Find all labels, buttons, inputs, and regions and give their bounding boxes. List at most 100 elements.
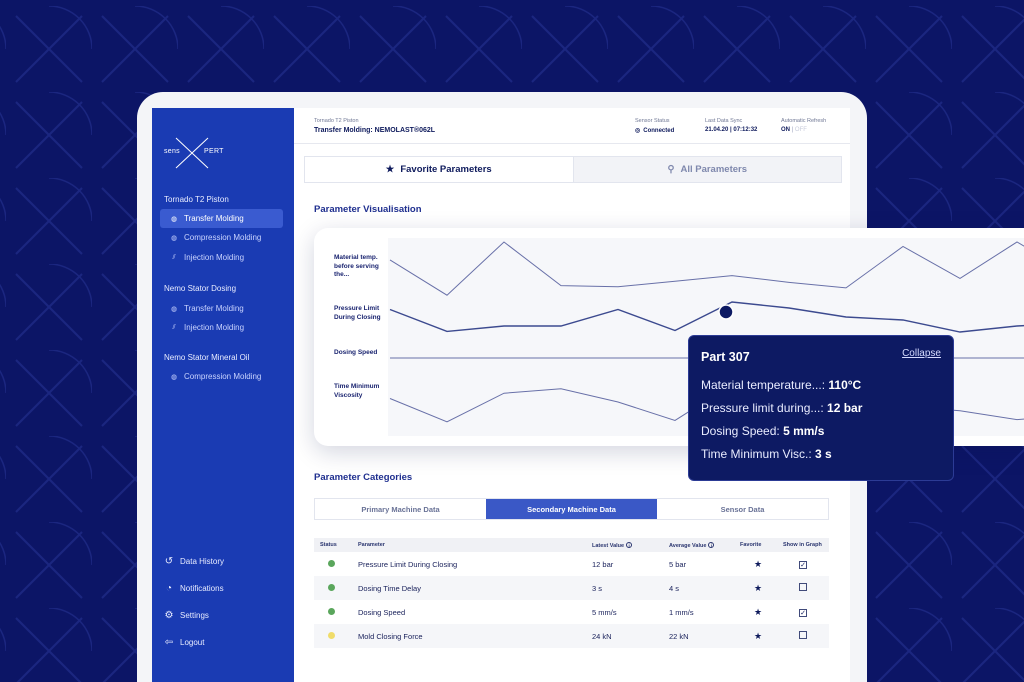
injection-icon: ⫽: [172, 253, 176, 261]
sidebar-group-title: Nemo Stator Dosing: [164, 284, 237, 293]
parameter-tabs: ★ Favorite Parameters ⚲ All Parameters: [304, 156, 842, 183]
series-label: Material temp. before serving the...: [334, 254, 379, 278]
info-icon[interactable]: i: [708, 541, 715, 548]
sidebar-item-injection-molding[interactable]: ⫽ Injection Molding: [160, 248, 283, 267]
molding-icon: ◍: [170, 373, 178, 381]
show-in-graph-cell: ✓: [777, 600, 829, 624]
status-dot: [328, 607, 335, 615]
visualisation-heading: Parameter Visualisation: [314, 204, 422, 215]
column-header: Status: [314, 538, 352, 552]
last-sync-label: Last Data Sync: [705, 118, 743, 124]
logo: sens PERT: [164, 136, 224, 170]
sidebar-item-compression-molding[interactable]: ◍ Compression Molding: [160, 367, 283, 386]
sidebar-item-transfer-molding[interactable]: ◍ Transfer Molding: [160, 209, 283, 228]
sidebar-item-compression-molding[interactable]: ◍ Compression Molding: [160, 228, 283, 247]
sidebar-bottom-label: Data History: [180, 557, 225, 566]
table-row[interactable]: Dosing Speed 5 mm/s 1 mm/s ★ ✓: [314, 600, 829, 624]
series-label: Pressure Limit During Closing: [334, 305, 381, 321]
gear-icon: ⚙: [164, 610, 174, 621]
logo-text-right: PERT: [204, 148, 224, 155]
tab-sensor-data[interactable]: Sensor Data: [720, 504, 765, 514]
sensor-status: ◎ Connected: [635, 127, 675, 135]
tooltip-row-value: 5 mm/s: [783, 424, 825, 438]
sidebar-notifications[interactable]: ◔ Notifications: [164, 583, 224, 594]
column-header-label: Average Value: [669, 542, 707, 549]
info-icon[interactable]: i: [626, 541, 633, 548]
status-dot: [328, 559, 335, 567]
latest-value: 5 mm/s: [592, 607, 617, 617]
favorite-cell: ★: [734, 600, 777, 624]
sidebar-item-injection-molding[interactable]: ⫽ Injection Molding: [160, 318, 283, 337]
status-cell: [314, 576, 352, 600]
last-sync-value: 21.04.20 | 07:12:32: [705, 127, 758, 133]
page-title: Transfer Molding: NEMOLAST®062L: [314, 127, 436, 134]
sidebar-settings[interactable]: ⚙ Settings: [164, 610, 209, 621]
series-label: Time Minimum Viscosity: [334, 383, 380, 399]
tooltip-row-label: Time Minimum Visc.:: [701, 447, 816, 461]
sliders-icon: ⚲: [667, 164, 675, 175]
tab-favorite-parameters[interactable]: ★ Favorite Parameters: [305, 157, 573, 182]
categories-heading: Parameter Categories: [314, 472, 413, 483]
status-dot: [328, 631, 335, 639]
table-row[interactable]: Pressure Limit During Closing 12 bar 5 bar…: [314, 552, 829, 576]
column-header: Favorite: [734, 538, 777, 552]
bell-icon: ◔: [165, 583, 173, 594]
series-line: [389, 301, 1024, 333]
sidebar-bottom-label: Settings: [180, 611, 209, 620]
logo-text-left: sens: [164, 148, 180, 155]
tab-all-parameters[interactable]: ⚲ All Parameters: [572, 157, 841, 182]
sidebar-data-history[interactable]: ↺ Data History: [164, 556, 224, 567]
parameter-table: Status Parameter Latest Value i Average V…: [314, 538, 829, 648]
tooltip-row: Dosing Speed: 5 mm/s: [701, 424, 824, 438]
average-value: 22 kN: [663, 624, 734, 648]
auto-refresh-toggle[interactable]: ON | OFF: [781, 127, 807, 133]
sidebar-item-label: Transfer Molding: [184, 214, 244, 223]
star-icon[interactable]: ★: [754, 558, 763, 569]
collapse-link[interactable]: Collapse: [902, 348, 941, 359]
tab-primary-machine-data[interactable]: Primary Machine Data: [361, 504, 440, 514]
tooltip-row-value: 12 bar: [827, 401, 863, 415]
tooltip-row-label: Pressure limit during...:: [701, 401, 828, 415]
auto-refresh-separator: |: [791, 127, 794, 133]
sidebar-item-label: Injection Molding: [184, 323, 245, 332]
status-cell: [314, 624, 352, 648]
part-tooltip: Part 307 Collapse Material temperature..…: [688, 335, 954, 481]
average-value: 4 s: [663, 576, 734, 600]
latest-value: 12 bar: [592, 559, 614, 569]
star-icon[interactable]: ★: [754, 630, 763, 641]
sidebar-bottom-label: Logout: [180, 638, 205, 647]
column-header: Show in Graph: [777, 538, 829, 552]
history-icon: ↺: [164, 556, 174, 567]
molding-icon: ◍: [170, 305, 178, 313]
sidebar-logout[interactable]: ⇦ Logout: [164, 637, 205, 648]
tab-secondary-machine-data[interactable]: Secondary Machine Data: [486, 499, 657, 519]
status-cell: [314, 552, 352, 576]
series-label: Dosing Speed: [334, 349, 378, 356]
show-in-graph-checkbox[interactable]: ✓: [799, 560, 807, 569]
sensor-status-value: Connected: [643, 127, 675, 134]
table-row[interactable]: Mold Closing Force 24 kN 22 kN ★: [314, 624, 829, 648]
star-icon[interactable]: ★: [754, 582, 763, 593]
sidebar-item-transfer-molding[interactable]: ◍ Transfer Molding: [160, 299, 283, 318]
favorite-cell: ★: [734, 552, 777, 576]
tooltip-row: Time Minimum Visc.: 3 s: [701, 447, 832, 461]
show-in-graph-checkbox[interactable]: [799, 631, 807, 639]
table-header-row: Status Parameter Latest Value i Average V…: [314, 538, 829, 552]
star-icon[interactable]: ★: [754, 606, 763, 617]
series-line: [389, 241, 1024, 296]
average-value: 5 bar: [669, 559, 687, 569]
tooltip-row-label: Material temperature...:: [701, 378, 829, 392]
tab-label: All Parameters: [680, 164, 747, 175]
show-in-graph-checkbox[interactable]: [799, 583, 807, 591]
sidebar: sens PERT Tornado T2 Piston ◍ Transfer M…: [152, 108, 294, 682]
show-in-graph-cell: ✓: [777, 552, 829, 576]
highlight-point[interactable]: [718, 304, 734, 320]
column-header: Parameter: [352, 538, 586, 552]
logout-icon: ⇦: [164, 637, 174, 648]
sidebar-group-title: Tornado T2 Piston: [164, 195, 229, 204]
sidebar-item-label: Injection Molding: [184, 253, 245, 262]
sidebar-bottom-label: Notifications: [180, 584, 224, 593]
auto-refresh-off: OFF: [794, 127, 807, 133]
show-in-graph-checkbox[interactable]: ✓: [799, 608, 807, 617]
